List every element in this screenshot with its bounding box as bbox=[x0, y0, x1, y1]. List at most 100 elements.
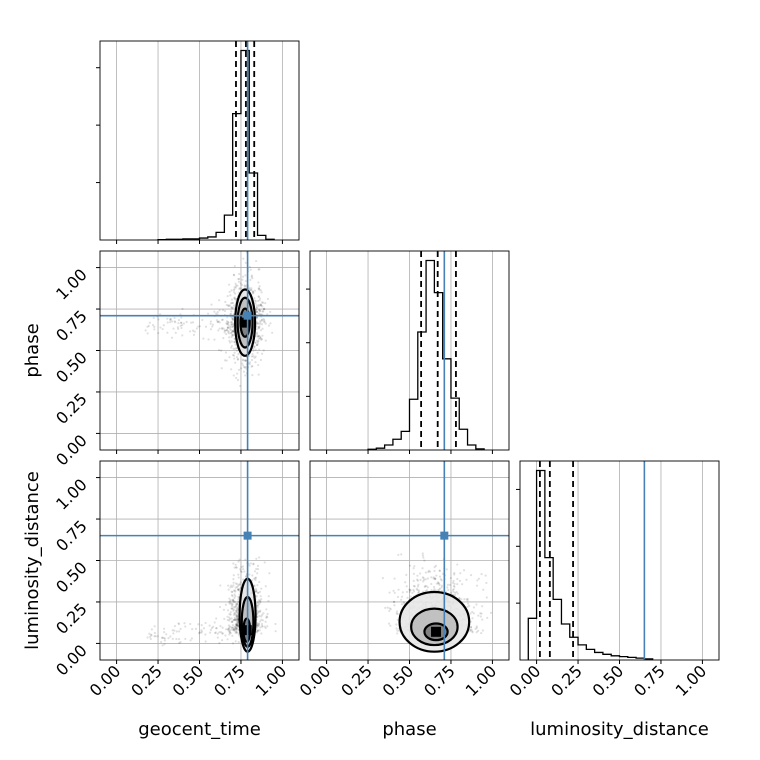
scatter-point bbox=[228, 601, 231, 604]
truth-marker bbox=[243, 311, 252, 320]
scatter-point bbox=[259, 600, 262, 603]
contour-line bbox=[234, 288, 257, 357]
scatter-point bbox=[175, 637, 178, 641]
scatter-point bbox=[452, 584, 456, 587]
scatter-point bbox=[180, 321, 183, 325]
scatter-point bbox=[198, 325, 202, 328]
scatter-point bbox=[235, 602, 238, 605]
scatter-point bbox=[238, 587, 241, 591]
panel-content bbox=[310, 461, 509, 660]
scatter-point bbox=[255, 327, 258, 331]
scatter-point bbox=[257, 305, 260, 308]
scatter-point bbox=[238, 583, 242, 586]
scatter-point bbox=[232, 600, 235, 604]
scatter-point bbox=[430, 582, 433, 586]
scatter-point bbox=[263, 319, 266, 322]
scatter-point bbox=[234, 618, 237, 622]
scatter-point bbox=[221, 632, 224, 635]
scatter-point bbox=[229, 632, 232, 635]
scatter-point bbox=[224, 329, 227, 332]
scatter-point bbox=[255, 343, 259, 347]
scatter-point bbox=[255, 631, 259, 634]
scatter-point bbox=[228, 633, 231, 636]
scatter-point bbox=[224, 351, 228, 354]
scatter-point bbox=[432, 576, 435, 579]
scatter-point bbox=[260, 338, 264, 341]
scatter-point bbox=[169, 317, 172, 321]
scatter-point bbox=[434, 578, 437, 581]
scatter-point bbox=[255, 306, 258, 309]
scatter-point bbox=[243, 366, 246, 369]
scatter-point bbox=[256, 629, 259, 632]
scatter-point bbox=[269, 310, 272, 313]
scatter-point bbox=[388, 591, 391, 594]
scatter-point bbox=[243, 359, 247, 362]
scatter-point bbox=[482, 588, 485, 591]
scatter-point bbox=[262, 349, 265, 352]
x-tick-label: 0.00 bbox=[506, 661, 545, 700]
x-tick-label: 0.75 bbox=[420, 661, 459, 700]
scatter-point bbox=[234, 292, 237, 295]
scatter-point bbox=[231, 603, 234, 606]
scatter-point bbox=[234, 582, 238, 585]
scatter-point bbox=[191, 329, 195, 332]
scatter-point bbox=[240, 287, 243, 290]
scatter-point bbox=[256, 604, 260, 607]
scatter-point bbox=[253, 297, 256, 300]
scatter-point bbox=[227, 324, 230, 327]
scatter-point bbox=[259, 626, 262, 629]
scatter-point bbox=[406, 596, 409, 599]
scatter-point bbox=[266, 615, 269, 619]
scatter-point bbox=[231, 301, 235, 305]
scatter-point bbox=[257, 624, 260, 628]
scatter-point bbox=[204, 325, 208, 328]
scatter-point bbox=[397, 553, 400, 556]
scatter-point bbox=[226, 316, 229, 319]
scatter-point bbox=[260, 304, 263, 307]
scatter-point bbox=[230, 335, 233, 339]
scatter-point bbox=[471, 631, 474, 634]
scatter-point bbox=[255, 259, 258, 263]
scatter-point bbox=[217, 348, 221, 352]
scatter-point bbox=[235, 614, 238, 617]
scatter-point bbox=[260, 318, 264, 321]
scatter-point bbox=[452, 587, 455, 591]
scatter-point bbox=[216, 320, 219, 323]
scatter-point bbox=[235, 609, 238, 612]
scatter-point bbox=[248, 286, 251, 289]
scatter-point bbox=[258, 309, 261, 312]
scatter-point bbox=[157, 318, 160, 321]
scatter-point bbox=[233, 566, 236, 569]
scatter-point bbox=[250, 274, 254, 277]
scatter-point bbox=[223, 331, 226, 334]
scatter-point bbox=[255, 316, 259, 319]
scatter-point bbox=[440, 579, 443, 582]
scatter-point bbox=[235, 624, 238, 627]
scatter-point bbox=[217, 320, 220, 323]
scatter-point bbox=[188, 330, 192, 333]
scatter-point bbox=[232, 589, 236, 592]
scatter-point bbox=[169, 319, 172, 322]
scatter-point bbox=[264, 620, 267, 623]
scatter-point bbox=[423, 578, 426, 581]
scatter-point bbox=[234, 627, 237, 630]
scatter-point bbox=[243, 285, 246, 288]
scatter-point bbox=[228, 339, 231, 342]
scatter-point bbox=[231, 317, 234, 321]
scatter-point bbox=[256, 340, 259, 343]
scatter-point bbox=[227, 629, 230, 633]
scatter-point bbox=[228, 290, 231, 293]
contour-line bbox=[410, 607, 459, 647]
scatter-point bbox=[222, 608, 226, 611]
histogram-luminosity_distance bbox=[527, 469, 654, 660]
scatter-point bbox=[222, 327, 225, 330]
scatter-point bbox=[233, 298, 237, 301]
scatter-point bbox=[229, 600, 232, 603]
scatter-point bbox=[181, 334, 184, 337]
scatter-point bbox=[235, 603, 238, 606]
y-tick-label: 0.00 bbox=[52, 431, 91, 470]
scatter-point bbox=[251, 364, 254, 368]
scatter-point bbox=[194, 627, 198, 630]
scatter-point bbox=[259, 609, 262, 612]
